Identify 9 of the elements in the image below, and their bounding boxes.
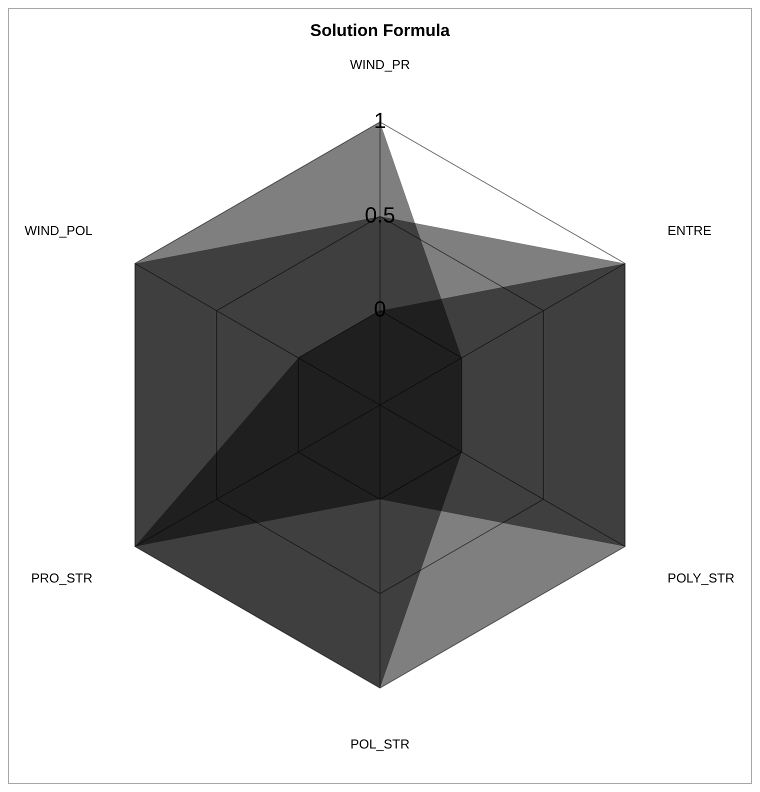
y-tick-label: 1 xyxy=(374,108,386,134)
spoke-label: POLY_STR xyxy=(668,570,734,586)
spoke-label: WIND_PR xyxy=(350,56,410,72)
y-tick-label: 0 xyxy=(374,296,386,322)
chart-title: Solution Formula xyxy=(310,20,450,40)
spoke-label: PRO_STR xyxy=(31,570,92,586)
spoke-label: ENTRE xyxy=(668,222,712,238)
spoke-label: WIND_POL xyxy=(24,222,92,238)
spoke-label: POL_STR xyxy=(350,736,410,752)
